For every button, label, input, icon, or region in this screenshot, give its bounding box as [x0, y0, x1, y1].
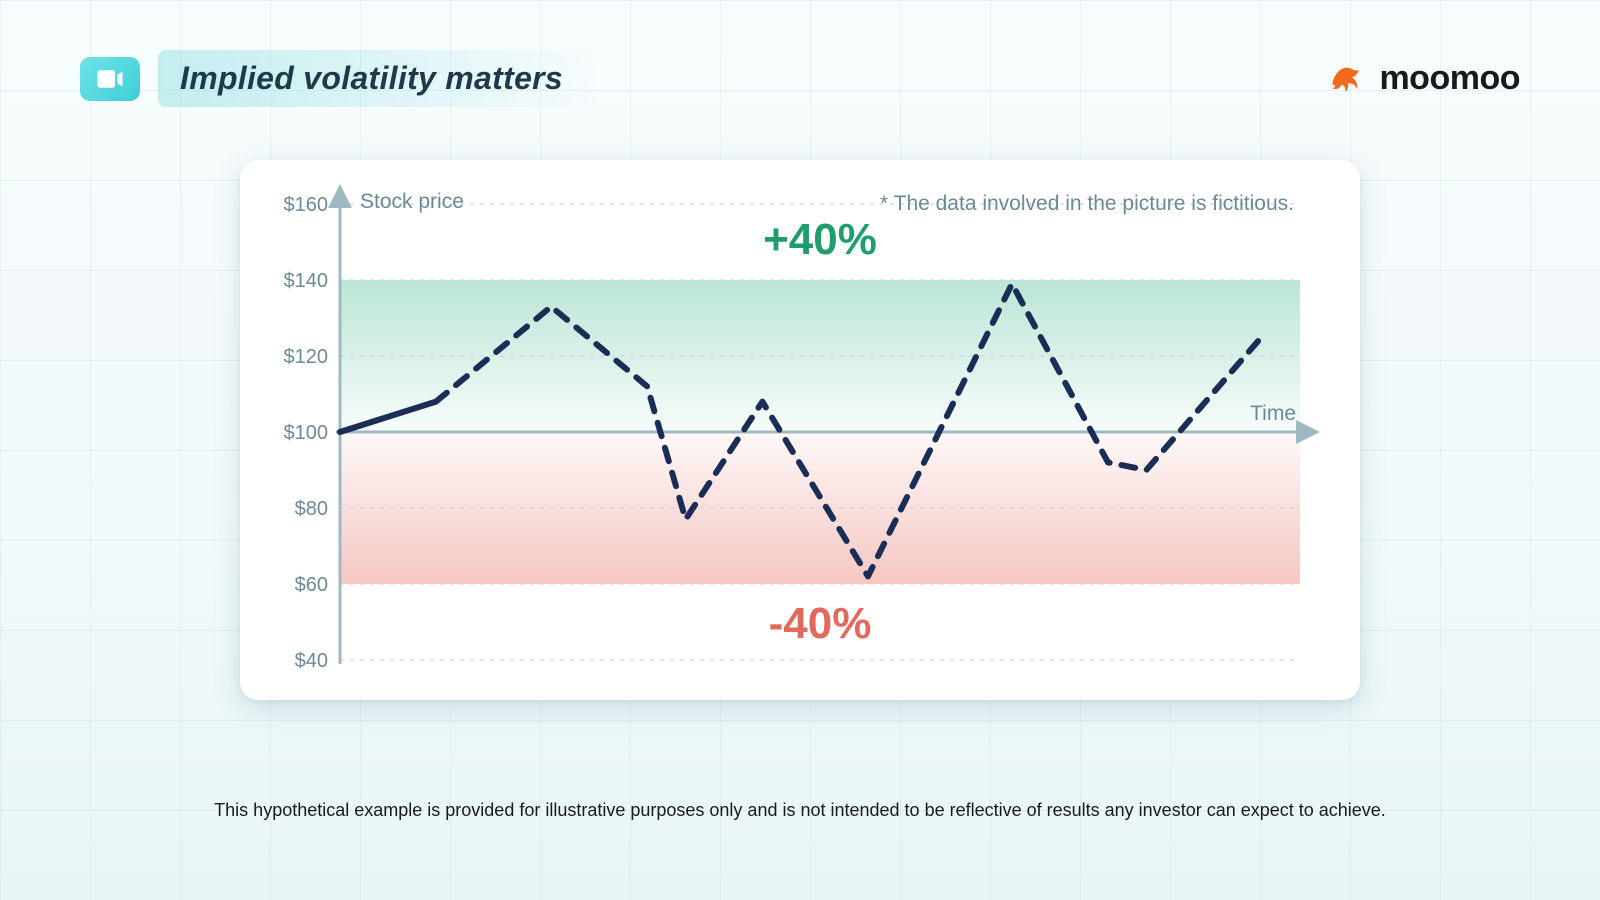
- title-pill: Implied volatility matters: [158, 50, 597, 107]
- lower-pct-label: -40%: [769, 599, 872, 648]
- x-axis-label: Time: [1250, 402, 1296, 425]
- y-tick-label: $80: [295, 498, 328, 520]
- moomoo-bull-icon: [1325, 57, 1369, 101]
- video-icon: [80, 57, 140, 101]
- title-group: Implied volatility matters: [80, 50, 597, 107]
- y-tick-label: $60: [295, 574, 328, 596]
- page-title: Implied volatility matters: [180, 60, 563, 97]
- upper-pct-label: +40%: [763, 215, 877, 264]
- y-tick-label: $100: [284, 422, 329, 444]
- y-axis-label: Stock price: [360, 190, 464, 213]
- chart-note: * The data involved in the picture is fi…: [880, 192, 1294, 215]
- brand-name: moomoo: [1379, 59, 1520, 98]
- chart-svg: $40 $60 $80 $100 $120 $140 $160 Stock price Time…: [270, 184, 1330, 680]
- header: Implied volatility matters moomoo: [80, 50, 1520, 107]
- y-tick-label: $140: [284, 270, 329, 292]
- footnote: This hypothetical example is provided fo…: [0, 800, 1600, 821]
- y-tick-label: $40: [295, 650, 328, 672]
- y-tick-label: $120: [284, 346, 329, 368]
- chart-card: $40 $60 $80 $100 $120 $140 $160 Stock price Time…: [240, 160, 1360, 700]
- brand-logo: moomoo: [1325, 57, 1520, 101]
- y-tick-label: $160: [284, 194, 329, 216]
- chart: $40 $60 $80 $100 $120 $140 $160 Stock price Time…: [270, 184, 1330, 680]
